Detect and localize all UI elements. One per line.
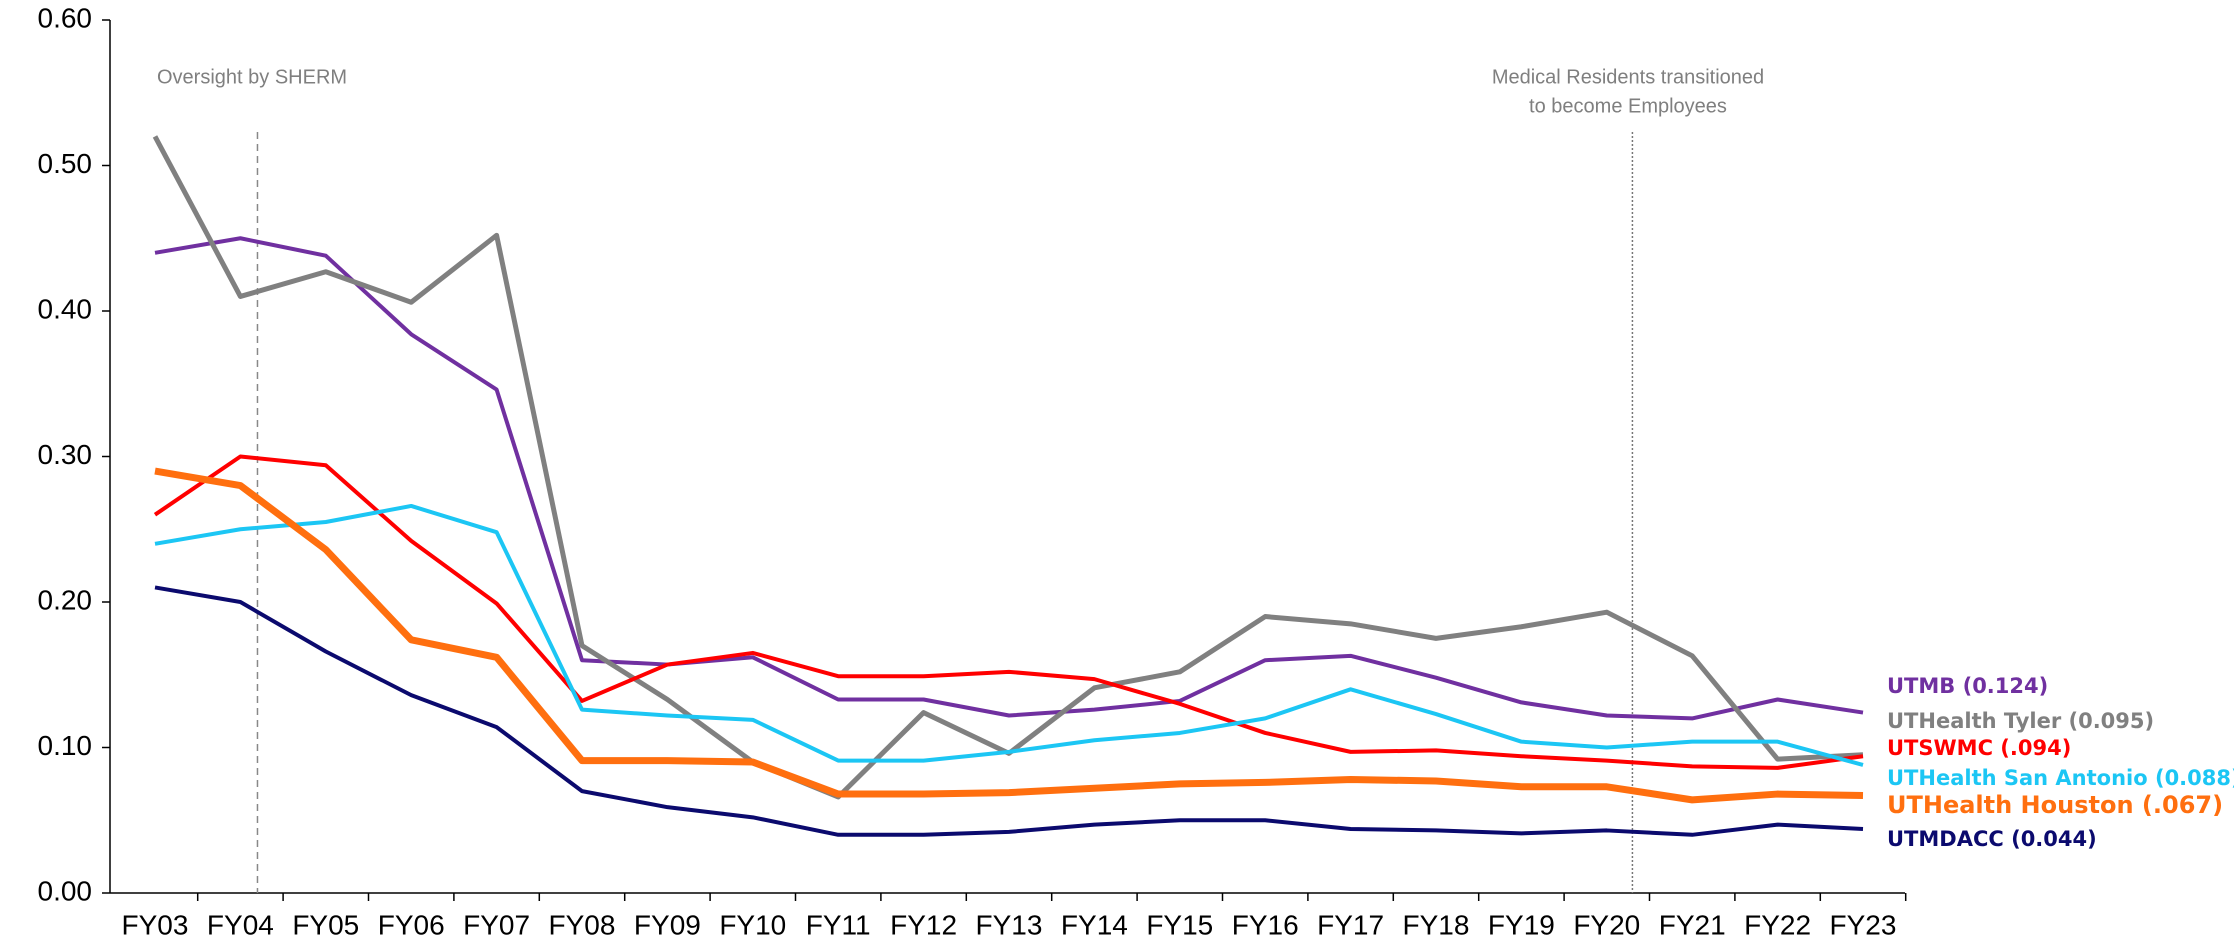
legend-label: UTMB (0.124) xyxy=(1887,674,2048,698)
series-line xyxy=(153,454,1864,770)
x-tick-label: FY07 xyxy=(463,909,530,940)
x-tick-label: FY05 xyxy=(292,909,359,940)
x-tick-label: FY08 xyxy=(549,909,616,940)
x-tick-label: FY11 xyxy=(806,909,871,940)
x-tick-label: FY03 xyxy=(122,909,189,940)
x-tick-label: FY20 xyxy=(1573,909,1640,940)
y-tick-label: 0.10 xyxy=(38,730,93,761)
x-tick-label: FY12 xyxy=(890,909,957,940)
x-tick-label: FY10 xyxy=(719,909,786,940)
x-tick-label: FY22 xyxy=(1744,909,1811,940)
legend-label: UTMDACC (0.044) xyxy=(1887,827,2097,851)
x-tick-label: FY13 xyxy=(976,909,1043,940)
x-tick-label: FY19 xyxy=(1488,909,1555,940)
series-line xyxy=(154,585,1864,837)
series-line xyxy=(154,467,1864,804)
series-line xyxy=(154,503,1864,767)
x-tick-label: FY04 xyxy=(207,909,274,940)
x-tick-label: FY17 xyxy=(1317,909,1384,940)
x-tick-label: FY18 xyxy=(1403,909,1470,940)
x-tick-label: FY21 xyxy=(1659,909,1726,940)
annotation-text: to become Employees xyxy=(1529,95,1727,117)
y-tick-label: 0.20 xyxy=(38,584,93,615)
x-tick-label: FY06 xyxy=(378,909,445,940)
x-tick-label: FY15 xyxy=(1146,909,1213,940)
legend-label: UTHealth Tyler (0.095) xyxy=(1887,709,2154,733)
y-tick-label: 0.40 xyxy=(38,293,93,324)
legend-label: UTHealth San Antonio (0.088) xyxy=(1887,766,2234,790)
x-tick-label: FY16 xyxy=(1232,909,1299,940)
y-tick-label: 0.60 xyxy=(38,2,93,33)
y-tick-label: 0.00 xyxy=(38,875,93,906)
series-line xyxy=(154,236,1864,721)
legend-label: UTHealth Houston (.067) xyxy=(1887,791,2223,819)
series-line xyxy=(152,135,1864,800)
y-tick-label: 0.30 xyxy=(38,439,93,470)
annotation-text: Medical Residents transitioned xyxy=(1492,66,1764,88)
x-tick-label: FY23 xyxy=(1830,909,1897,940)
x-tick-label: FY14 xyxy=(1061,909,1128,940)
legend-label: UTSWMC (.094) xyxy=(1887,736,2071,760)
annotation-text: Oversight by SHERM xyxy=(157,66,347,88)
y-tick-label: 0.50 xyxy=(38,148,93,179)
x-tick-label: FY09 xyxy=(634,909,701,940)
